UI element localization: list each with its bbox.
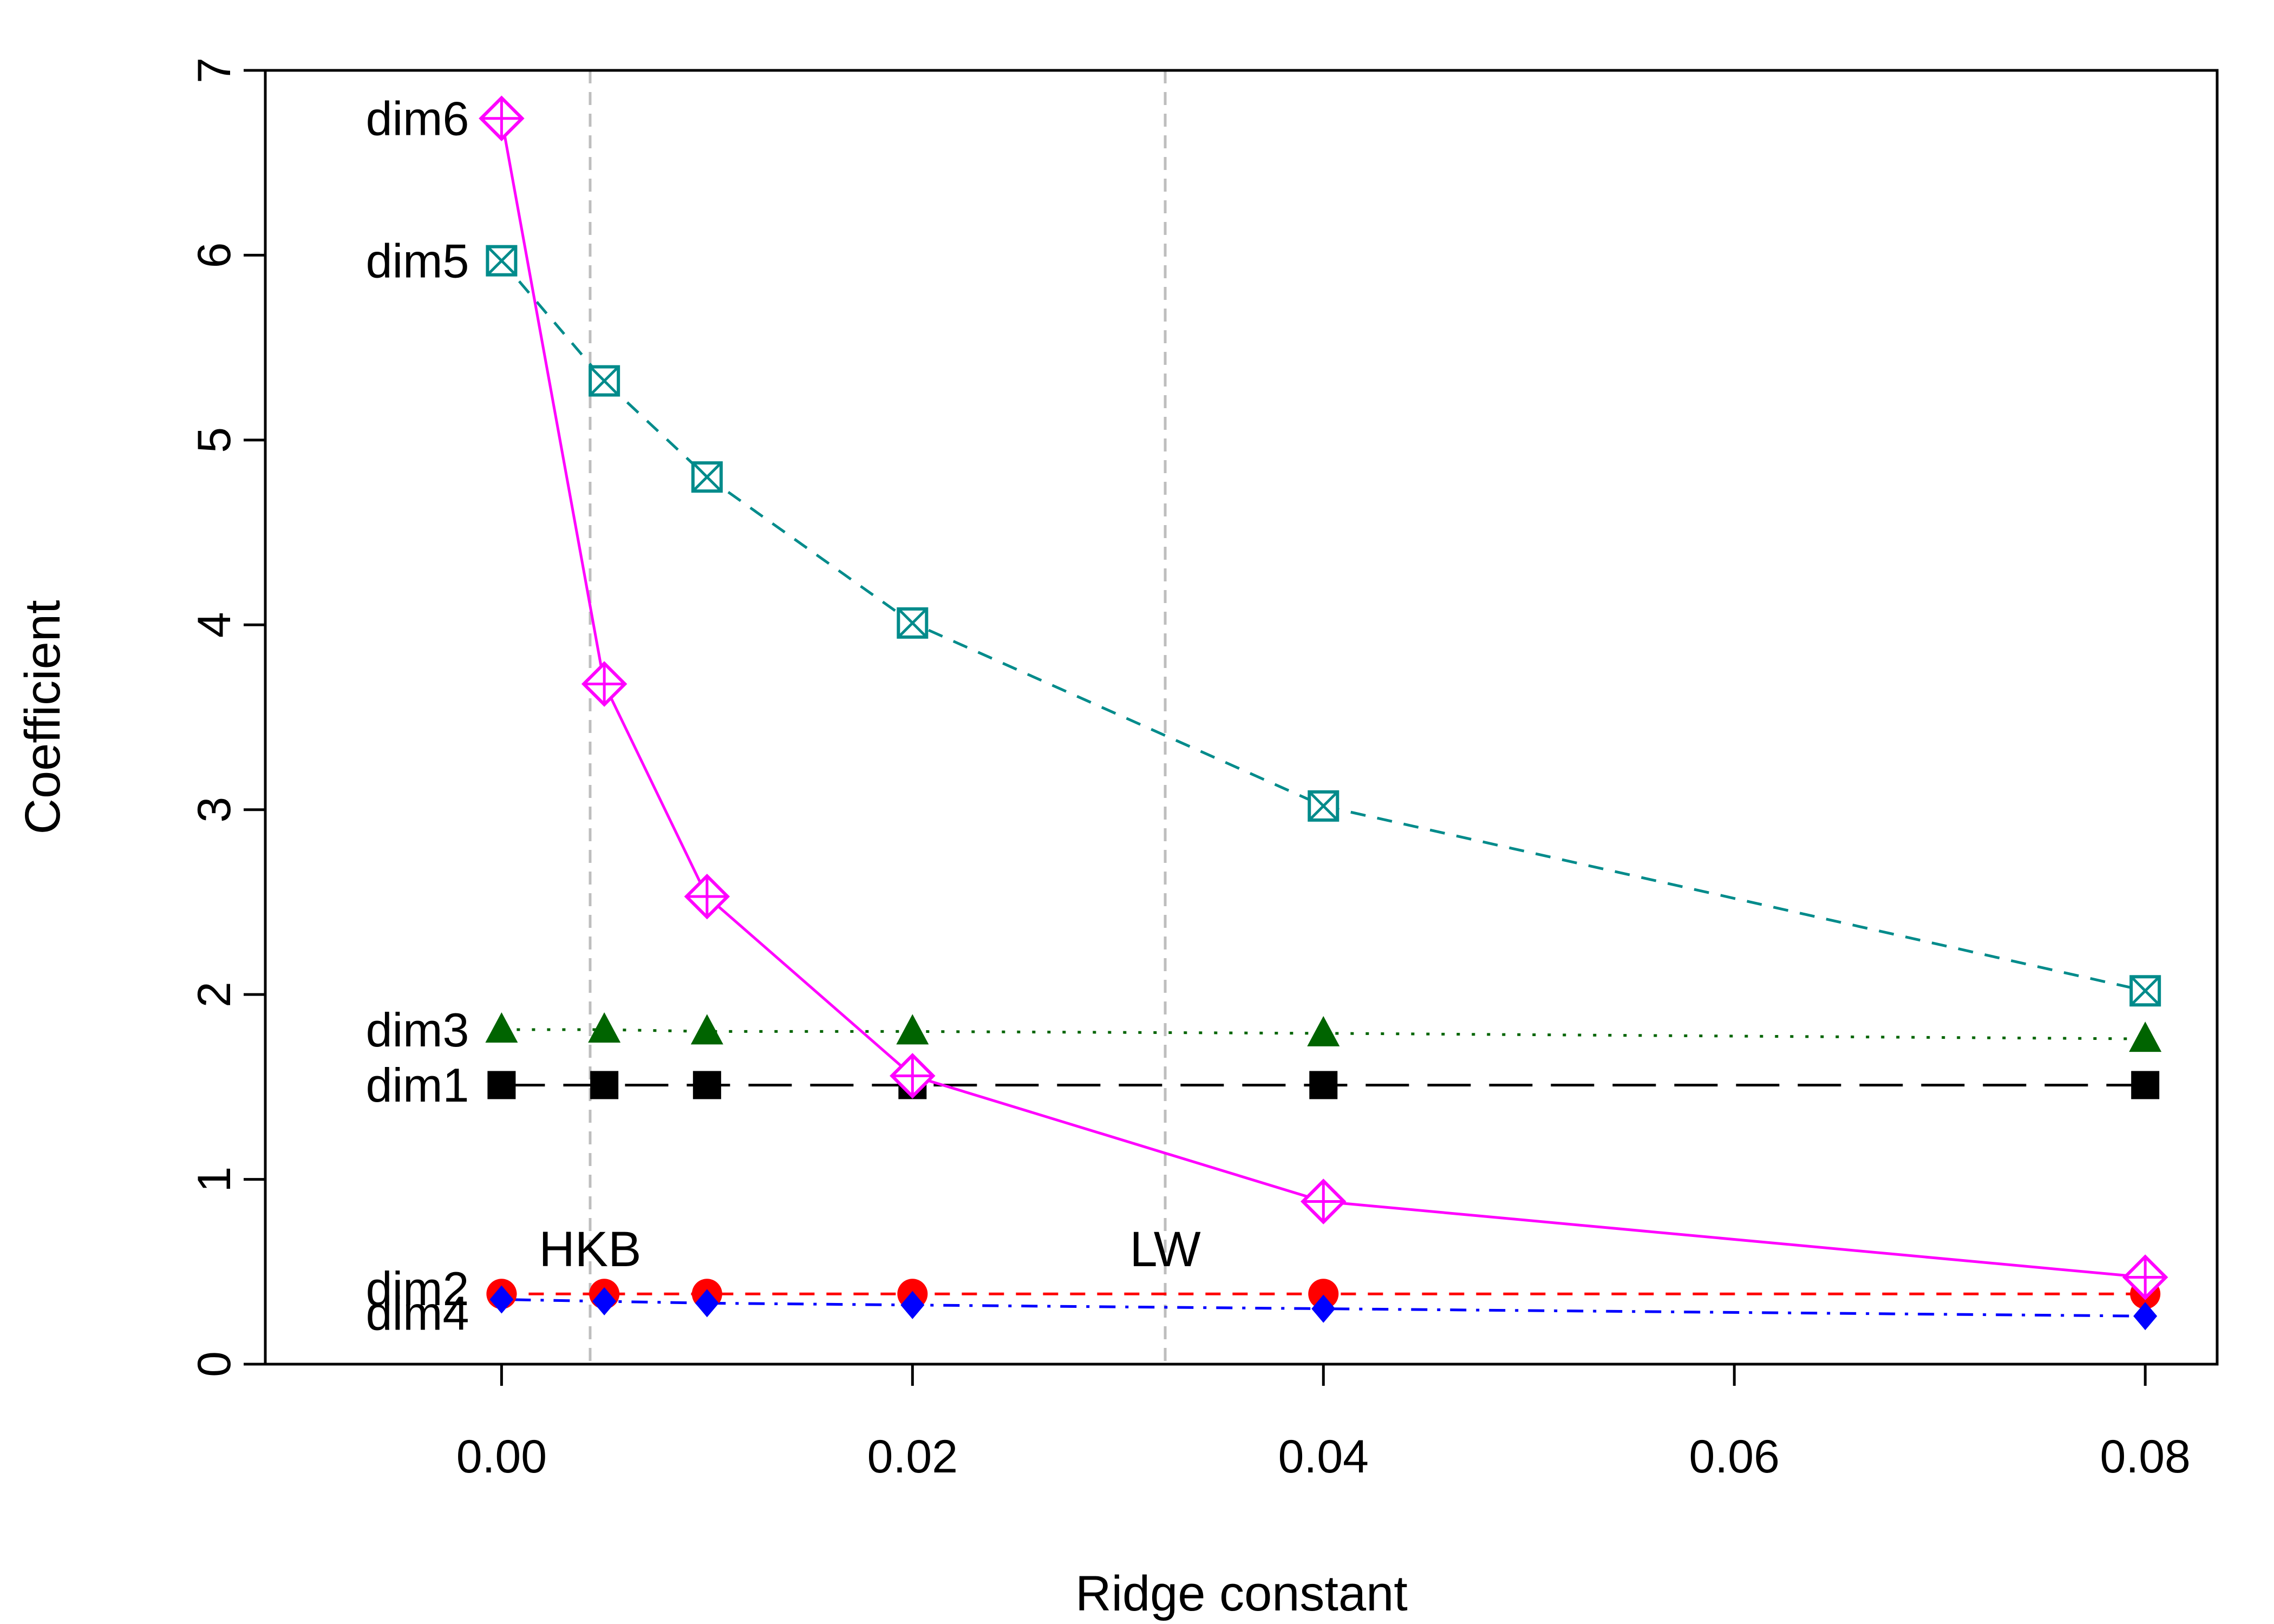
data-point [690,1014,723,1045]
series-lines [500,118,2146,1318]
data-point [684,873,730,920]
series-label-dim2: dim2 [366,1262,469,1315]
y-tick-label: 4 [188,612,240,638]
data-point [695,1289,719,1318]
y-axis-title: Coefficient [15,600,70,834]
x-tick-label: 0.02 [867,1431,958,1483]
y-tick-label: 2 [188,981,240,1007]
x-tick-label: 0.00 [456,1431,547,1483]
data-point [486,245,518,277]
series-label-dim1: dim1 [366,1058,469,1112]
data-point [589,365,620,397]
series-line-dim6 [500,118,2146,1279]
data-point [1307,1016,1340,1046]
reference-line-label: HKB [539,1222,641,1277]
x-tick-label: 0.08 [2100,1431,2190,1483]
series-label-dim3: dim3 [366,1003,469,1057]
data-point [2133,1302,2158,1331]
y-tick-label: 7 [188,57,240,83]
data-point [2122,1254,2168,1300]
series-line-dim4 [501,1298,2146,1318]
reference-lines: HKB LW [539,70,1201,1364]
reference-line-label: LW [1130,1222,1201,1277]
axes: 0 1 2 3 4 5 6 7 0.00 0.02 0.04 0.06 0.08 [188,57,2219,1483]
y-tick-label: 3 [188,797,240,823]
data-point [487,1071,516,1099]
x-axis-title: Ridge constant [1075,1566,1408,1621]
data-point [1308,1279,1339,1309]
marker-cross [486,245,517,276]
series-markers [479,95,2168,1331]
data-point [900,1291,925,1319]
data-point [1309,1071,1338,1099]
data-point [692,1071,721,1099]
series-labels: dim1 dim2 dim3 dim4 dim5 dim6 [366,92,469,1340]
marker-cross [589,365,619,396]
marker-cross [2130,975,2160,1006]
x-tick-label: 0.04 [1278,1431,1369,1483]
data-point [479,95,525,142]
marker-cross [692,462,722,492]
data-point [485,1012,518,1043]
data-point [890,1053,936,1099]
y-tick-label: 1 [188,1167,240,1193]
data-point [2129,975,2161,1007]
x-tick-label: 0.06 [1689,1431,1780,1483]
data-point [581,661,628,707]
data-point [2131,1071,2160,1099]
plot-frame [264,69,2219,1366]
data-point [2129,1021,2162,1052]
data-point [896,1014,929,1045]
marker-cross [1308,791,1339,821]
series-label-dim4: dim4 [366,1286,469,1340]
data-point [592,1287,617,1315]
y-tick-label: 6 [188,243,240,269]
data-point [1311,1294,1336,1323]
data-point [489,1285,514,1314]
data-point [897,607,929,639]
marker-cross [897,608,928,638]
series-line-dim5 [500,260,2146,992]
data-point [1301,1178,1347,1224]
data-point [1308,790,1339,822]
data-point [691,461,723,493]
y-tick-label: 0 [188,1351,240,1377]
data-point [588,1012,621,1043]
data-point [590,1071,619,1099]
series-label-dim6: dim6 [366,92,469,146]
y-tick-label: 5 [188,427,240,453]
series-label-dim5: dim5 [366,234,469,287]
